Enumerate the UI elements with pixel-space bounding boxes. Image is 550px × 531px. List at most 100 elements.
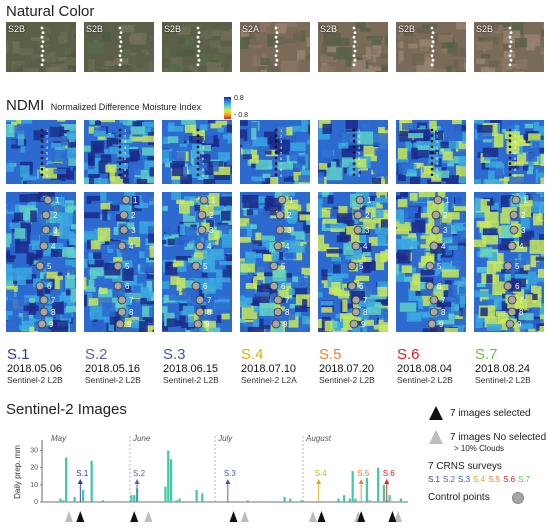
svg-text:6: 6 bbox=[514, 156, 517, 161]
control-point-number: 1 bbox=[367, 196, 372, 205]
survey-sensor: Sentinel-2 L2B bbox=[475, 375, 531, 385]
survey-date: 2018.07.10 bbox=[241, 363, 297, 375]
svg-text:3: 3 bbox=[358, 139, 361, 144]
precip-chart: 0 10 20 30 Daily prep. mm May June July August S.… bbox=[13, 434, 408, 522]
precip-bar bbox=[167, 450, 170, 502]
control-point bbox=[507, 295, 517, 305]
y-tick-label: 30 bbox=[30, 448, 38, 455]
precip-bar bbox=[343, 495, 346, 502]
svg-text:5: 5 bbox=[514, 150, 517, 155]
natural-color-image: S2B bbox=[6, 22, 76, 72]
svg-text:6: 6 bbox=[124, 156, 127, 161]
svg-text:3: 3 bbox=[202, 139, 205, 144]
control-point-number: 5 bbox=[125, 262, 130, 271]
precip-bar bbox=[133, 495, 136, 502]
control-point-number: 1 bbox=[211, 196, 216, 205]
control-point bbox=[509, 225, 519, 235]
control-point-number: 4 bbox=[441, 242, 446, 251]
svg-text:4: 4 bbox=[202, 145, 205, 150]
svg-text:5: 5 bbox=[202, 150, 205, 155]
survey-marker-label: S.2 bbox=[133, 469, 146, 478]
control-point bbox=[117, 241, 127, 251]
control-point-number: 6 bbox=[281, 282, 286, 291]
control-point-number: 9 bbox=[127, 320, 132, 329]
precip-bar bbox=[82, 490, 85, 502]
control-point-number: 8 bbox=[285, 308, 290, 317]
control-point bbox=[507, 241, 517, 251]
control-point-number: 5 bbox=[281, 262, 286, 271]
y-tick-label: 0 bbox=[34, 499, 38, 506]
natural-color-image: S2B bbox=[396, 22, 466, 72]
svg-text:5: 5 bbox=[280, 150, 283, 155]
natural-color-sensor-label: S2B bbox=[86, 24, 104, 34]
crns-survey-label: S.7 bbox=[518, 475, 531, 484]
ndmi-zoom-image: 1 2 3 4 5 6 7 8 9 bbox=[396, 192, 466, 332]
control-point bbox=[429, 241, 439, 251]
selected-image-marker bbox=[229, 511, 238, 522]
control-point bbox=[353, 210, 363, 220]
svg-text:5: 5 bbox=[436, 150, 439, 155]
ndmi-zoom-image: 1 2 3 4 5 6 7 8 9 bbox=[162, 192, 232, 332]
control-point-number: 6 bbox=[125, 282, 130, 291]
svg-text:7: 7 bbox=[202, 162, 205, 167]
svg-text:9: 9 bbox=[202, 173, 205, 178]
control-point bbox=[191, 261, 201, 271]
precip-bar bbox=[90, 460, 93, 502]
svg-text:6: 6 bbox=[358, 156, 361, 161]
survey-marker-label: S.6 bbox=[383, 469, 396, 478]
selected-image-marker bbox=[317, 511, 326, 522]
survey-marker-label: S.3 bbox=[224, 469, 237, 478]
survey-label: S.3 2018.06.15 Sentinel-2 L2B bbox=[163, 347, 235, 386]
control-point-number: 2 bbox=[365, 211, 370, 220]
survey-sensor: Sentinel-2 L2B bbox=[319, 375, 375, 385]
control-point bbox=[509, 210, 519, 220]
control-point-number: 2 bbox=[287, 211, 292, 220]
svg-text:1: 1 bbox=[124, 128, 127, 133]
legend-selected bbox=[428, 405, 444, 426]
ndmi-zoom-image: 1 2 3 4 5 6 7 8 9 bbox=[474, 192, 544, 332]
svg-text:3: 3 bbox=[436, 139, 439, 144]
survey-date: 2018.05.06 bbox=[7, 363, 63, 375]
control-point bbox=[197, 225, 207, 235]
precip-bar bbox=[62, 500, 65, 502]
survey-date: 2018.06.15 bbox=[163, 363, 219, 375]
precip-bar bbox=[164, 486, 167, 502]
control-point bbox=[115, 319, 125, 329]
survey-marker-label: S.4 bbox=[315, 469, 328, 478]
svg-text:9: 9 bbox=[124, 173, 127, 178]
control-point bbox=[425, 281, 435, 291]
control-point-number: 5 bbox=[359, 262, 364, 271]
ndmi-subtitle: Normalized Difference Moisture Index bbox=[50, 102, 202, 112]
svg-text:3: 3 bbox=[46, 139, 49, 144]
svg-text:5: 5 bbox=[124, 150, 127, 155]
unselected-image-marker bbox=[144, 511, 153, 522]
control-point-number: 8 bbox=[51, 308, 56, 317]
precip-bar bbox=[354, 498, 357, 502]
control-point-number: 4 bbox=[207, 242, 212, 251]
month-label: July bbox=[217, 434, 233, 443]
control-point bbox=[429, 295, 439, 305]
control-point-number: 8 bbox=[519, 308, 524, 317]
svg-text:7: 7 bbox=[124, 162, 127, 167]
precip-bar bbox=[130, 495, 133, 502]
control-point-number: 7 bbox=[363, 296, 368, 305]
ndmi-zoom-image: 1 2 3 4 5 6 7 8 9 bbox=[240, 192, 310, 332]
control-point-number: 9 bbox=[283, 320, 288, 329]
svg-text:1: 1 bbox=[202, 128, 205, 133]
control-point-number: 9 bbox=[49, 320, 54, 329]
control-point-number: 6 bbox=[47, 282, 52, 291]
control-point bbox=[121, 195, 131, 205]
precip-bar bbox=[365, 478, 368, 502]
svg-text:1: 1 bbox=[514, 128, 517, 133]
control-point-number: 9 bbox=[517, 320, 522, 329]
svg-text:2: 2 bbox=[280, 134, 283, 139]
crns-survey-label: S.1 bbox=[428, 475, 441, 484]
control-point bbox=[273, 241, 283, 251]
control-point-number: 2 bbox=[521, 211, 526, 220]
control-point bbox=[503, 261, 513, 271]
control-point-number: 3 bbox=[53, 226, 58, 235]
ndmi-title: NDMI bbox=[6, 97, 45, 114]
natural-color-sensor-label: S2B bbox=[320, 24, 338, 34]
svg-text:2: 2 bbox=[436, 134, 439, 139]
